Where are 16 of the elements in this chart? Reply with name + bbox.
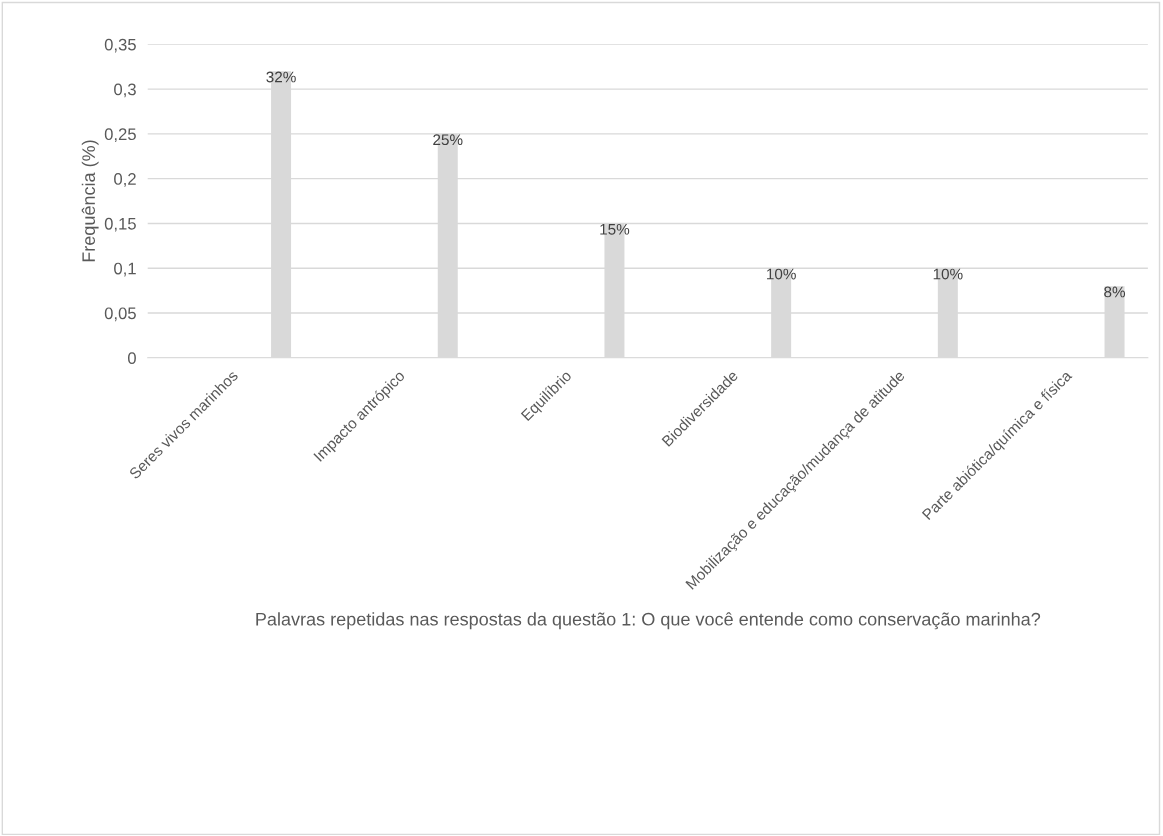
data-label: 10% xyxy=(767,268,796,280)
y-tick-label: 0,2 xyxy=(114,173,136,187)
data-label: 25% xyxy=(433,134,463,146)
y-tick-label: 0,1 xyxy=(114,262,136,277)
data-label: 15% xyxy=(600,223,630,235)
y-tick-label: 0,3 xyxy=(114,83,136,98)
x-axis-title: Palavras repetidas nas respostas da questão 1: O que você entende como conservação marinha? xyxy=(256,612,1041,630)
y-tick-label: 0,35 xyxy=(104,38,136,53)
data-label: 10% xyxy=(933,268,963,280)
y-tick-label: 0,15 xyxy=(104,217,136,232)
data-label: 32% xyxy=(266,71,296,83)
data-label: 8% xyxy=(1104,286,1126,298)
y-tick-label: 0 xyxy=(127,352,136,365)
y-tick-label: 0,25 xyxy=(104,128,136,143)
y-tick-label: 0,05 xyxy=(104,307,136,322)
y-axis-title: Frequência (%) xyxy=(81,140,99,262)
